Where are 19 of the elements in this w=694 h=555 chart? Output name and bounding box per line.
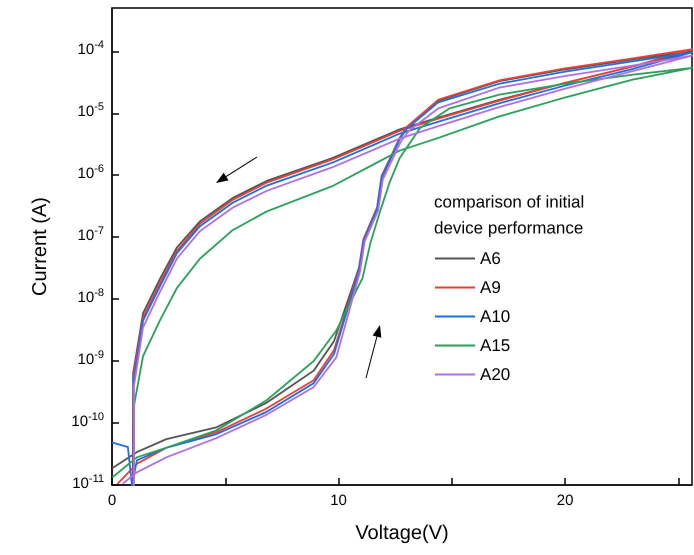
x-tick-label: 20 <box>556 492 574 509</box>
x-axis-title: Voltage(V) <box>355 522 449 544</box>
legend-title: comparison of initial device performance <box>434 192 584 238</box>
y-tick-label: 10$^{-8}$ <box>78 287 104 308</box>
y-tick-label: 10$^{-10}$ <box>71 411 104 432</box>
legend-label: A20 <box>480 365 510 384</box>
y-tick-label: 10$^{-11}$ <box>72 473 104 494</box>
legend-label: A10 <box>480 307 510 326</box>
legend-label: A9 <box>480 278 501 297</box>
y-tick-label: 10$^{-7}$ <box>78 225 104 246</box>
x-tick-label: 0 <box>108 492 116 509</box>
y-axis-title: Current (A) <box>29 197 51 296</box>
legend-label: A15 <box>480 336 510 355</box>
x-tick-label: 10 <box>330 492 347 509</box>
y-tick-label: 10$^{-9}$ <box>78 349 104 370</box>
legend-label: A6 <box>480 249 501 268</box>
y-tick-label: 10$^{-5}$ <box>78 101 104 122</box>
y-tick-label: 10$^{-4}$ <box>78 39 104 60</box>
y-tick-label: 10$^{-6}$ <box>78 163 104 184</box>
